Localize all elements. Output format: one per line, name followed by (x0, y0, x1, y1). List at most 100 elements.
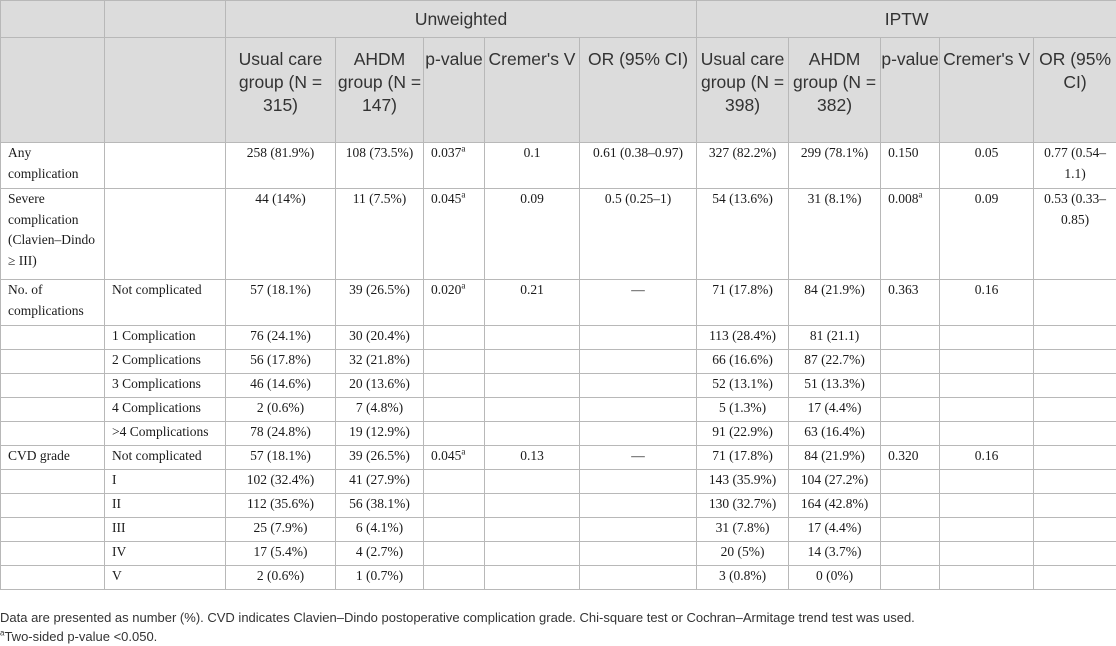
cell-unweighted-usual-care: 258 (81.9%) (225, 142, 336, 189)
header-unweighted-p-value: p-value (423, 37, 485, 143)
significance-mark: a (918, 189, 923, 200)
cell-iptw-usual-care-text: 66 (16.6%) (712, 352, 773, 367)
footnote-text: Two-sided p-value <0.050. (4, 629, 158, 644)
cell-iptw-cremers-v (939, 517, 1035, 542)
cell-iptw-usual-care-text: 52 (13.1%) (712, 376, 773, 391)
cell-unweighted-ahdm-text: 39 (26.5%) (349, 282, 410, 297)
cell-unweighted-ahdm: 7 (4.8%) (335, 397, 424, 422)
cell-iptw-ahdm: 17 (4.4%) (788, 397, 882, 422)
cell-unweighted-or: — (578, 279, 698, 326)
cell-iptw-usual-care: 66 (16.6%) (696, 349, 790, 374)
cell-unweighted-cremers-v (484, 517, 580, 542)
cell-unweighted-cremers-v-text: 0.1 (523, 145, 541, 160)
table-row: CVD grade Not complicated 57 (18.1%) 39 (26… (0, 445, 1116, 470)
row-label (0, 493, 105, 518)
cell-unweighted-usual-care: 112 (35.6%) (225, 493, 336, 518)
cell-unweighted-or (578, 421, 698, 446)
table-row: Any complication 258 (81.9%) 108 (73.5%) 0.… (0, 142, 1116, 189)
cell-unweighted-p-value-text: 0.045 (431, 448, 462, 463)
cell-unweighted-usual-care-text: 56 (17.8%) (250, 352, 311, 367)
cell-unweighted-usual-care-text: 2 (0.6%) (256, 400, 305, 415)
cell-iptw-ahdm-text: 299 (78.1%) (800, 145, 869, 160)
significance-mark: a (461, 189, 466, 200)
cell-iptw-or (1033, 421, 1116, 446)
cell-unweighted-usual-care-text: 17 (5.4%) (253, 544, 308, 559)
cell-unweighted-or: 0.61 (0.38–0.97) (578, 142, 698, 189)
row-sublabel (104, 142, 226, 189)
footer-note: Data are presented as number (%). CVD in… (0, 610, 915, 625)
cell-unweighted-p-value: 0.037a (423, 142, 485, 189)
row-sublabel-text: 4 Complications (112, 400, 201, 415)
cell-iptw-or (1033, 349, 1116, 374)
significance-mark: a (461, 446, 466, 457)
header-unweighted-or: OR (95% CI) (578, 37, 698, 143)
cell-unweighted-usual-care: 44 (14%) (225, 188, 336, 280)
cell-iptw-p-value (880, 325, 941, 350)
cell-iptw-usual-care: 5 (1.3%) (696, 397, 790, 422)
cell-iptw-usual-care-text: 113 (28.4%) (709, 328, 777, 343)
cell-iptw-ahdm: 299 (78.1%) (788, 142, 882, 189)
header-iptw-p-value: p-value (880, 37, 941, 143)
header-iptw-or: OR (95% CI) (1033, 37, 1116, 143)
cell-iptw-ahdm: 164 (42.8%) (788, 493, 882, 518)
cell-iptw-ahdm: 81 (21.1) (788, 325, 882, 350)
cell-iptw-usual-care: 130 (32.7%) (696, 493, 790, 518)
cell-unweighted-or (578, 565, 698, 590)
cell-iptw-ahdm-text: 164 (42.8%) (800, 496, 869, 511)
cell-iptw-cremers-v (939, 325, 1035, 350)
cell-iptw-ahdm-text: 17 (4.4%) (807, 400, 862, 415)
header-iptw-ahdm: AHDM group (N = 382) (788, 37, 882, 143)
cell-iptw-p-value (880, 349, 941, 374)
row-label (0, 421, 105, 446)
cell-unweighted-usual-care-text: 78 (24.8%) (250, 424, 311, 439)
cell-iptw-or (1033, 325, 1116, 350)
cell-iptw-usual-care-text: 130 (32.7%) (708, 496, 777, 511)
cell-iptw-cremers-v (939, 565, 1035, 590)
header-blank-sub-2 (104, 37, 226, 143)
cell-unweighted-ahdm-text: 7 (4.8%) (355, 400, 404, 415)
cell-unweighted-p-value (423, 541, 485, 566)
cell-iptw-or (1033, 445, 1116, 470)
cell-iptw-cremers-v (939, 349, 1035, 374)
cell-unweighted-usual-care-text: 2 (0.6%) (256, 568, 305, 583)
cell-iptw-p-value: 0.008a (880, 188, 941, 280)
cell-iptw-ahdm-text: 51 (13.3%) (804, 376, 865, 391)
row-sublabel-text: 1 Complication (112, 328, 196, 343)
row-sublabel: 2 Complications (104, 349, 226, 374)
cell-iptw-ahdm: 87 (22.7%) (788, 349, 882, 374)
cell-iptw-usual-care: 71 (17.8%) (696, 279, 790, 326)
table-row: No. of complications Not complicated 57 (1… (0, 279, 1116, 326)
cell-iptw-cremers-v (939, 469, 1035, 494)
cell-unweighted-ahdm: 108 (73.5%) (335, 142, 424, 189)
cell-iptw-usual-care: 3 (0.8%) (696, 565, 790, 590)
table-row: V 2 (0.6%) 1 (0.7%) 3 (0.8%) 0 (0%) (0, 565, 1116, 590)
cell-unweighted-usual-care: 46 (14.6%) (225, 373, 336, 398)
cell-iptw-ahdm-text: 84 (21.9%) (804, 282, 865, 297)
cell-unweighted-usual-care-text: 25 (7.9%) (253, 520, 308, 535)
cell-unweighted-p-value-text: 0.037 (431, 145, 462, 160)
cell-iptw-usual-care-text: 71 (17.8%) (712, 448, 773, 463)
cell-iptw-p-value: 0.150 (880, 142, 941, 189)
cell-iptw-usual-care: 20 (5%) (696, 541, 790, 566)
cell-unweighted-p-value (423, 421, 485, 446)
cell-unweighted-or (578, 541, 698, 566)
row-label-text: CVD grade (8, 448, 70, 463)
table-footer: Data are presented as number (%). CVD in… (0, 608, 1116, 646)
table-body: Any complication 258 (81.9%) 108 (73.5%) 0.… (0, 142, 1116, 590)
row-label (0, 469, 105, 494)
table-row: >4 Complications 78 (24.8%) 19 (12.9%) 91 (… (0, 421, 1116, 446)
cell-unweighted-cremers-v (484, 397, 580, 422)
cell-unweighted-usual-care: 17 (5.4%) (225, 541, 336, 566)
row-label (0, 517, 105, 542)
cell-iptw-cremers-v: 0.09 (939, 188, 1035, 280)
cell-iptw-ahdm-text: 17 (4.4%) (807, 520, 862, 535)
cell-unweighted-p-value (423, 565, 485, 590)
row-label-text: Any complication (8, 145, 79, 181)
cell-unweighted-cremers-v (484, 349, 580, 374)
cell-iptw-cremers-v: 0.16 (939, 279, 1035, 326)
cell-unweighted-ahdm: 4 (2.7%) (335, 541, 424, 566)
cell-unweighted-ahdm-text: 108 (73.5%) (345, 145, 414, 160)
cell-iptw-ahdm: 14 (3.7%) (788, 541, 882, 566)
cell-iptw-ahdm: 17 (4.4%) (788, 517, 882, 542)
cell-iptw-usual-care-text: 31 (7.8%) (715, 520, 770, 535)
